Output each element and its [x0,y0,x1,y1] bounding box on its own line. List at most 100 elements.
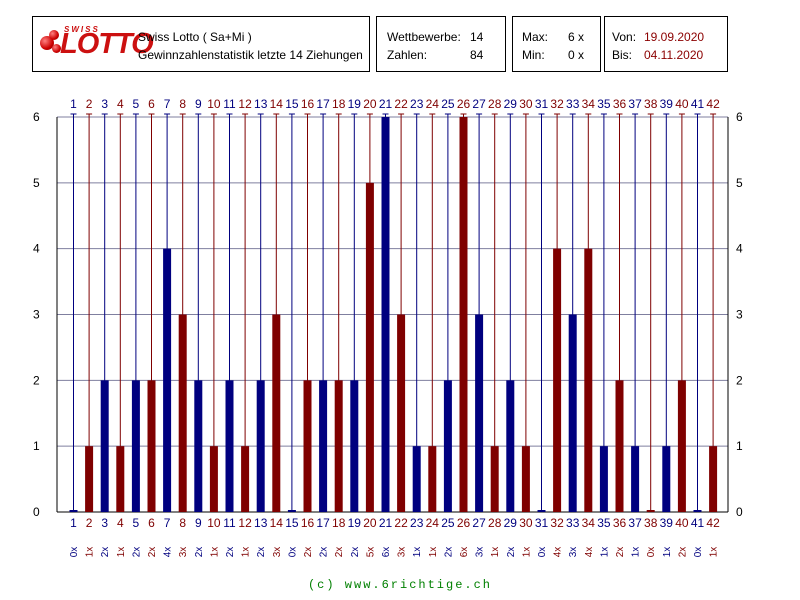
bar [147,380,156,512]
y-tick-label-left: 6 [33,110,40,124]
x-tick-label: 7 [164,516,171,530]
x-tick-label: 24 [426,516,440,530]
count-label: 2x [131,547,142,558]
top-number-label: 30 [519,97,533,111]
bar [521,446,530,512]
bar [209,446,218,512]
top-number-label: 39 [660,97,674,111]
bar [428,446,437,512]
x-tick-label: 2 [86,516,93,530]
bar [365,182,374,513]
top-number-label: 23 [410,97,424,111]
bar [241,446,250,512]
count-label: 0x [287,547,298,558]
min-label: Min: [522,48,545,62]
count-label: 0x [537,547,548,558]
x-tick-label: 6 [148,516,155,530]
count-label: 1x [85,547,96,558]
x-tick-label: 23 [410,516,424,530]
y-tick-label-right: 2 [736,373,743,387]
x-tick-label: 37 [628,516,642,530]
bar [225,380,234,512]
count-label: 1x [631,547,642,558]
top-number-label: 12 [238,97,252,111]
x-tick-label: 3 [101,516,108,530]
competitions-label: Wettbewerbe: [387,30,461,44]
count-label: 3x [397,547,408,558]
numbers-label: Zahlen: [387,48,428,62]
x-tick-label: 40 [675,516,689,530]
top-number-label: 16 [301,97,315,111]
bar [69,510,78,512]
count-label: 4x [553,547,564,558]
top-number-label: 6 [148,97,155,111]
count-label: 6x [381,547,392,558]
top-number-label: 3 [101,97,108,111]
bar [412,446,421,512]
count-label: 1x [709,547,720,558]
top-number-label: 19 [348,97,362,111]
x-tick-label: 29 [504,516,518,530]
bar [584,248,593,512]
bar [163,248,172,512]
x-tick-label: 22 [394,516,408,530]
bar [709,446,718,512]
count-label: 1x [116,547,127,558]
bar [194,380,203,512]
count-label: 1x [412,547,423,558]
count-label: 2x [350,547,361,558]
x-tick-label: 14 [270,516,284,530]
bar [334,380,343,512]
count-label: 1x [599,547,610,558]
x-tick-label: 31 [535,516,549,530]
x-tick-label: 33 [566,516,580,530]
top-number-label: 13 [254,97,268,111]
top-number-label: 42 [706,97,720,111]
top-number-label: 35 [597,97,611,111]
top-number-label: 21 [379,97,393,111]
count-label: 6x [459,547,470,558]
bar [85,446,94,512]
x-tick-label: 42 [706,516,720,530]
count-label: 1x [241,547,252,558]
top-number-label: 29 [504,97,518,111]
x-tick-label: 11 [223,516,236,530]
top-number-label: 9 [195,97,202,111]
count-label: 4x [584,547,595,558]
x-tick-label: 12 [238,516,252,530]
y-tick-label-left: 0 [33,505,40,519]
chart-subtitle: Gewinnzahlenstatistik letzte 14 Ziehunge… [138,48,363,62]
count-label: 4x [163,547,174,558]
x-tick-label: 15 [285,516,299,530]
count-label: 2x [677,547,688,558]
top-number-label: 10 [207,97,221,111]
bar [537,510,546,512]
bar [319,380,328,512]
y-tick-label-left: 5 [33,176,40,190]
logo-swiss-text: SWISS [64,25,100,34]
bar [677,380,686,512]
count-label: 3x [475,547,486,558]
copyright-footer: (c) www.6richtige.ch [307,578,493,592]
x-tick-label: 27 [472,516,486,530]
minmax-box [512,16,601,72]
bar [506,380,515,512]
count-label: 1x [521,547,532,558]
x-tick-label: 36 [613,516,627,530]
bar [178,314,187,512]
count-label: 0x [646,547,657,558]
top-number-label: 34 [582,97,596,111]
top-number-label: 11 [223,97,236,111]
count-label: 1x [490,547,501,558]
count-label: 1x [209,547,220,558]
top-number-label: 31 [535,97,549,111]
top-number-label: 28 [488,97,502,111]
top-number-label: 8 [179,97,186,111]
count-label: 2x [100,547,111,558]
count-label: 2x [334,547,345,558]
count-label: 3x [272,547,283,558]
top-number-label: 37 [628,97,642,111]
bar [553,248,562,512]
count-label: 3x [568,547,579,558]
